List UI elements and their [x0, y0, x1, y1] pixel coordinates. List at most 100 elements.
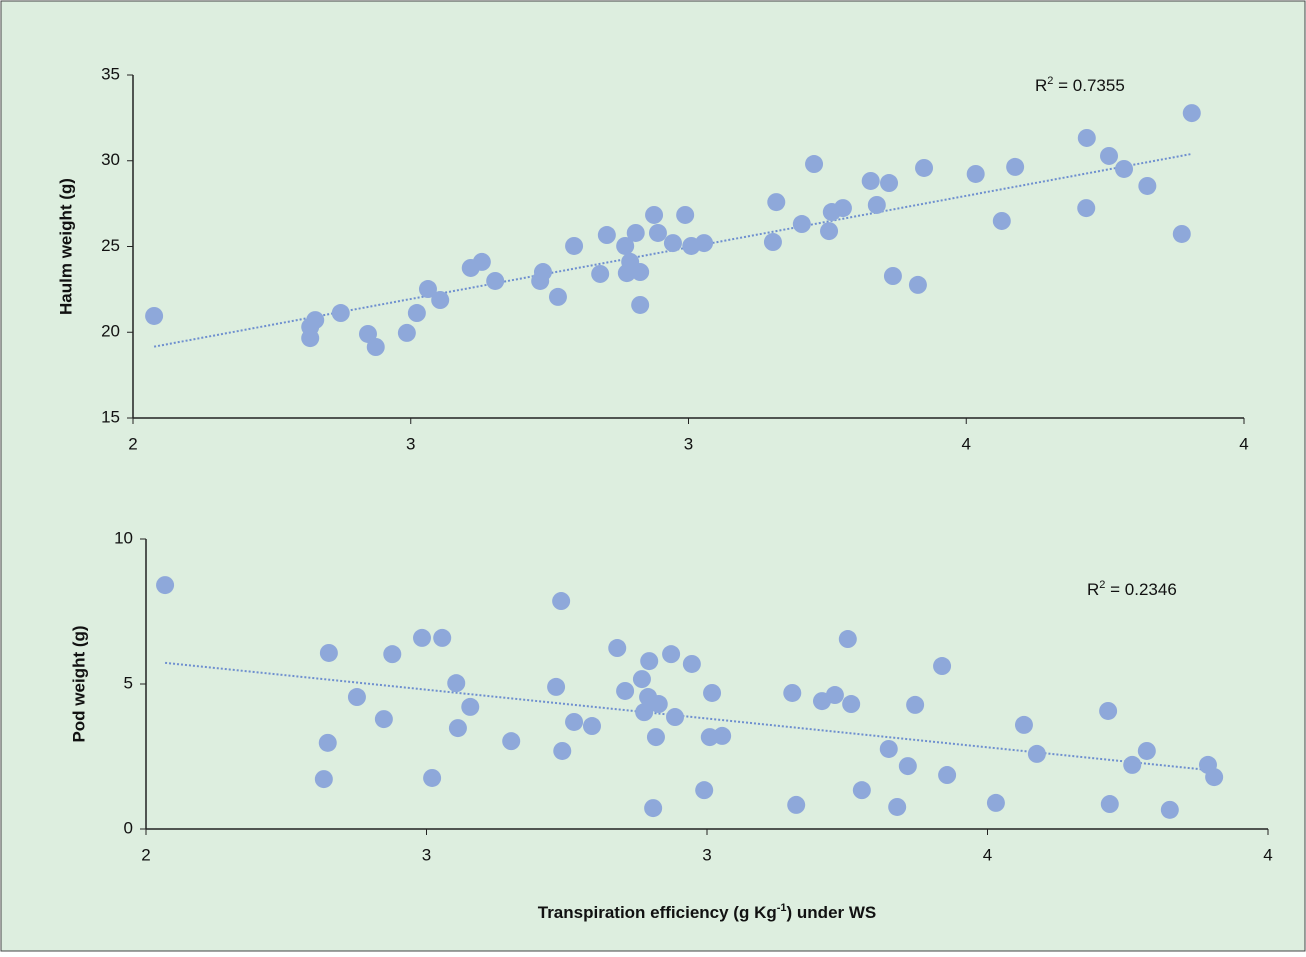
point	[156, 576, 175, 595]
label-part: ) under WS	[787, 903, 877, 922]
point	[565, 712, 584, 731]
point	[992, 211, 1011, 230]
y-tick-label: 0	[124, 818, 133, 837]
point	[805, 155, 824, 174]
point	[552, 592, 571, 611]
point	[413, 628, 432, 647]
point	[1205, 768, 1224, 787]
point	[663, 234, 682, 253]
point	[763, 233, 782, 252]
point	[703, 683, 722, 702]
point	[1115, 159, 1134, 178]
point	[433, 628, 452, 647]
point	[608, 639, 627, 658]
point	[666, 708, 685, 727]
point	[1077, 128, 1096, 147]
label-part: R	[1087, 580, 1099, 599]
y-tick-label: 20	[101, 322, 120, 341]
x-tick-label: 3	[684, 434, 693, 453]
point	[591, 264, 610, 283]
point	[314, 770, 333, 789]
point	[861, 171, 880, 190]
y-tick-label: 25	[101, 236, 120, 255]
point	[318, 733, 337, 752]
point	[783, 683, 802, 702]
point	[358, 324, 377, 343]
point	[787, 795, 806, 814]
point	[347, 688, 366, 707]
point	[553, 741, 572, 760]
y-tick-label: 15	[101, 407, 120, 426]
point	[644, 799, 663, 818]
x-tick-label: 4	[1239, 434, 1248, 453]
point	[792, 215, 811, 234]
point	[938, 766, 957, 785]
point	[616, 681, 635, 700]
point	[366, 337, 385, 356]
point	[966, 164, 985, 183]
y-tick-label: 35	[101, 64, 120, 83]
point	[631, 295, 650, 314]
point	[301, 329, 320, 348]
point	[533, 263, 552, 282]
x-tick-label: 3	[406, 434, 415, 453]
label: Transpiration efficiency (g Kg-1) under …	[538, 902, 877, 923]
point	[695, 234, 714, 253]
point	[1077, 199, 1096, 218]
point	[880, 174, 899, 193]
point	[825, 686, 844, 705]
point	[1100, 795, 1119, 814]
label-part: Transpiration efficiency (g Kg	[538, 903, 777, 922]
point	[447, 674, 466, 693]
point	[319, 643, 338, 662]
point	[646, 728, 665, 747]
point	[1027, 744, 1046, 763]
point	[908, 275, 927, 294]
point	[867, 195, 886, 214]
label-part: = 0.2346	[1105, 580, 1176, 599]
point	[616, 236, 635, 255]
point	[1182, 104, 1201, 123]
point	[879, 739, 898, 758]
point	[662, 645, 681, 664]
point	[767, 193, 786, 212]
point	[645, 205, 664, 224]
label: R2 = 0.7355	[1035, 75, 1125, 96]
point	[1160, 800, 1179, 819]
point	[632, 670, 651, 689]
x-tick-label: 3	[422, 845, 431, 864]
point	[548, 287, 567, 306]
point	[472, 252, 491, 271]
point	[888, 797, 907, 816]
point	[1100, 146, 1119, 165]
point	[306, 311, 325, 330]
point	[648, 223, 667, 242]
point	[1099, 701, 1118, 720]
point	[842, 695, 861, 714]
x-tick-label: 4	[962, 434, 971, 453]
point	[397, 323, 416, 342]
y-tick-label: 10	[114, 528, 133, 547]
point	[631, 263, 650, 282]
point	[423, 768, 442, 787]
point	[565, 236, 584, 255]
y-tick-label: 30	[101, 150, 120, 169]
point	[838, 630, 857, 649]
point	[635, 703, 654, 722]
superscript: -1	[777, 902, 787, 914]
point	[407, 304, 426, 323]
point	[461, 697, 480, 716]
superscript: 2	[1047, 75, 1053, 87]
label: R2 = 0.2346	[1087, 579, 1177, 600]
point	[1138, 176, 1157, 195]
point	[145, 306, 164, 325]
x-tick-label: 2	[128, 434, 137, 453]
point	[933, 657, 952, 676]
point	[418, 280, 437, 299]
point	[1172, 224, 1191, 243]
point	[820, 222, 839, 241]
point	[597, 226, 616, 245]
point	[1137, 741, 1156, 760]
